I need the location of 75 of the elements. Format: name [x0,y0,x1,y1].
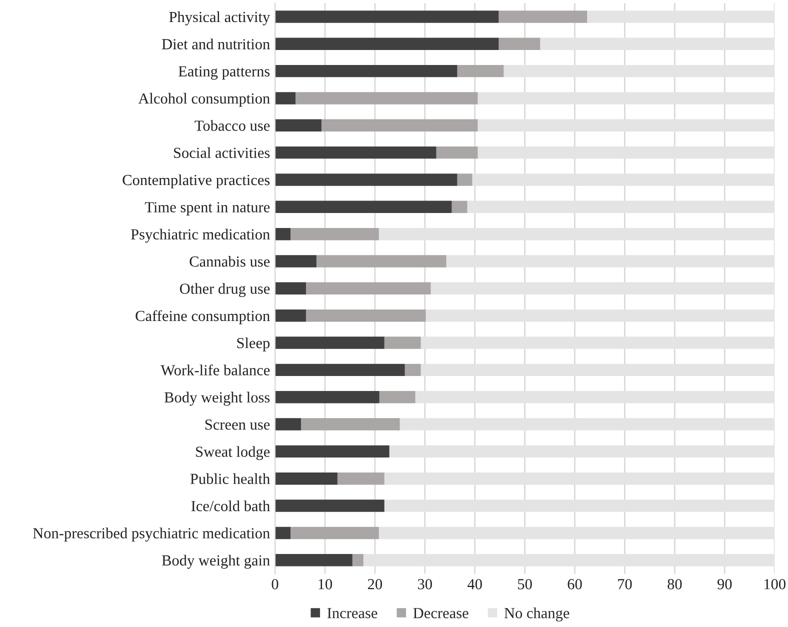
bar [404,364,421,376]
bar [306,309,426,322]
bar [321,119,478,132]
y-tick-label: Eating patterns [178,66,270,80]
bar [498,10,588,23]
y-tick-label: Ice/cold bath [191,500,270,512]
y-tick-label: Contemplative practices [122,174,270,188]
bar [352,554,364,566]
y-tick-label: Body weight gain [162,554,270,569]
x-tick-label: 10 [318,579,332,590]
bar [275,255,316,268]
bar [275,418,301,430]
x-tick-label: 60 [568,579,582,590]
x-tick-label: 90 [718,579,732,590]
bar [275,336,384,349]
bar [275,228,290,240]
y-tick-label: Work-life balance [160,364,270,376]
y-tick-label: Social activities [174,147,270,158]
y-tick-label: Screen use [205,419,270,430]
y-tick-label: Other drug use [180,283,270,298]
bar [290,228,379,240]
bar [275,445,390,458]
bar [290,526,379,540]
bar [275,174,458,186]
bar [275,526,290,540]
bar [498,38,540,50]
y-tick-label: Alcohol consumption [138,92,270,107]
bar [457,64,504,78]
y-tick-label: Diet and nutrition [162,38,270,50]
y-tick-label: Sweat lodge [196,446,270,460]
y-tick-label: Cannabis use [190,256,270,267]
bar [275,554,352,566]
bar [306,282,431,295]
x-tick-label: 80 [668,579,682,590]
y-tick-label: Non-prescribed psychiatric medication [33,528,270,542]
bar [275,10,499,23]
bar [379,390,416,404]
bar [275,309,306,322]
bar [275,38,499,50]
bar [300,418,400,430]
y-tick-label: Public health [190,473,270,484]
bar [275,64,458,78]
x-tick-label: 100 [764,579,786,590]
x-tick-label: 70 [618,579,632,590]
y-tick-label: Time spent in nature [144,202,270,216]
bar [275,390,380,404]
x-tick-label: 40 [468,579,482,590]
y-tick-label: Caffeine consumption [136,310,270,324]
bar [457,174,472,186]
x-tick-label: 20 [368,579,382,590]
bar [275,472,338,485]
y-tick-label: Psychiatric medication [131,228,270,243]
bar [275,500,384,512]
legend-label: Decrease [413,608,468,618]
bar [275,364,405,376]
bar [295,92,478,104]
legend-label: No change [504,608,570,622]
bar [275,146,436,159]
bar [337,472,384,485]
bar [436,146,478,159]
bar [275,92,296,104]
bar [384,336,421,349]
bar [316,255,446,268]
bar [275,119,322,132]
y-tick-label: Physical activity [169,11,270,26]
legend-label: Increase [327,608,378,618]
bar [275,200,452,214]
x-tick-label: 50 [518,579,532,590]
y-tick-label: Body weight loss [164,392,270,406]
y-tick-label: Sleep [237,337,270,352]
bar [452,200,468,214]
x-tick-label: 30 [418,579,432,590]
bar [275,282,306,295]
y-tick-label: Tobacco use [194,120,270,131]
x-tick-label: 0 [272,579,278,590]
